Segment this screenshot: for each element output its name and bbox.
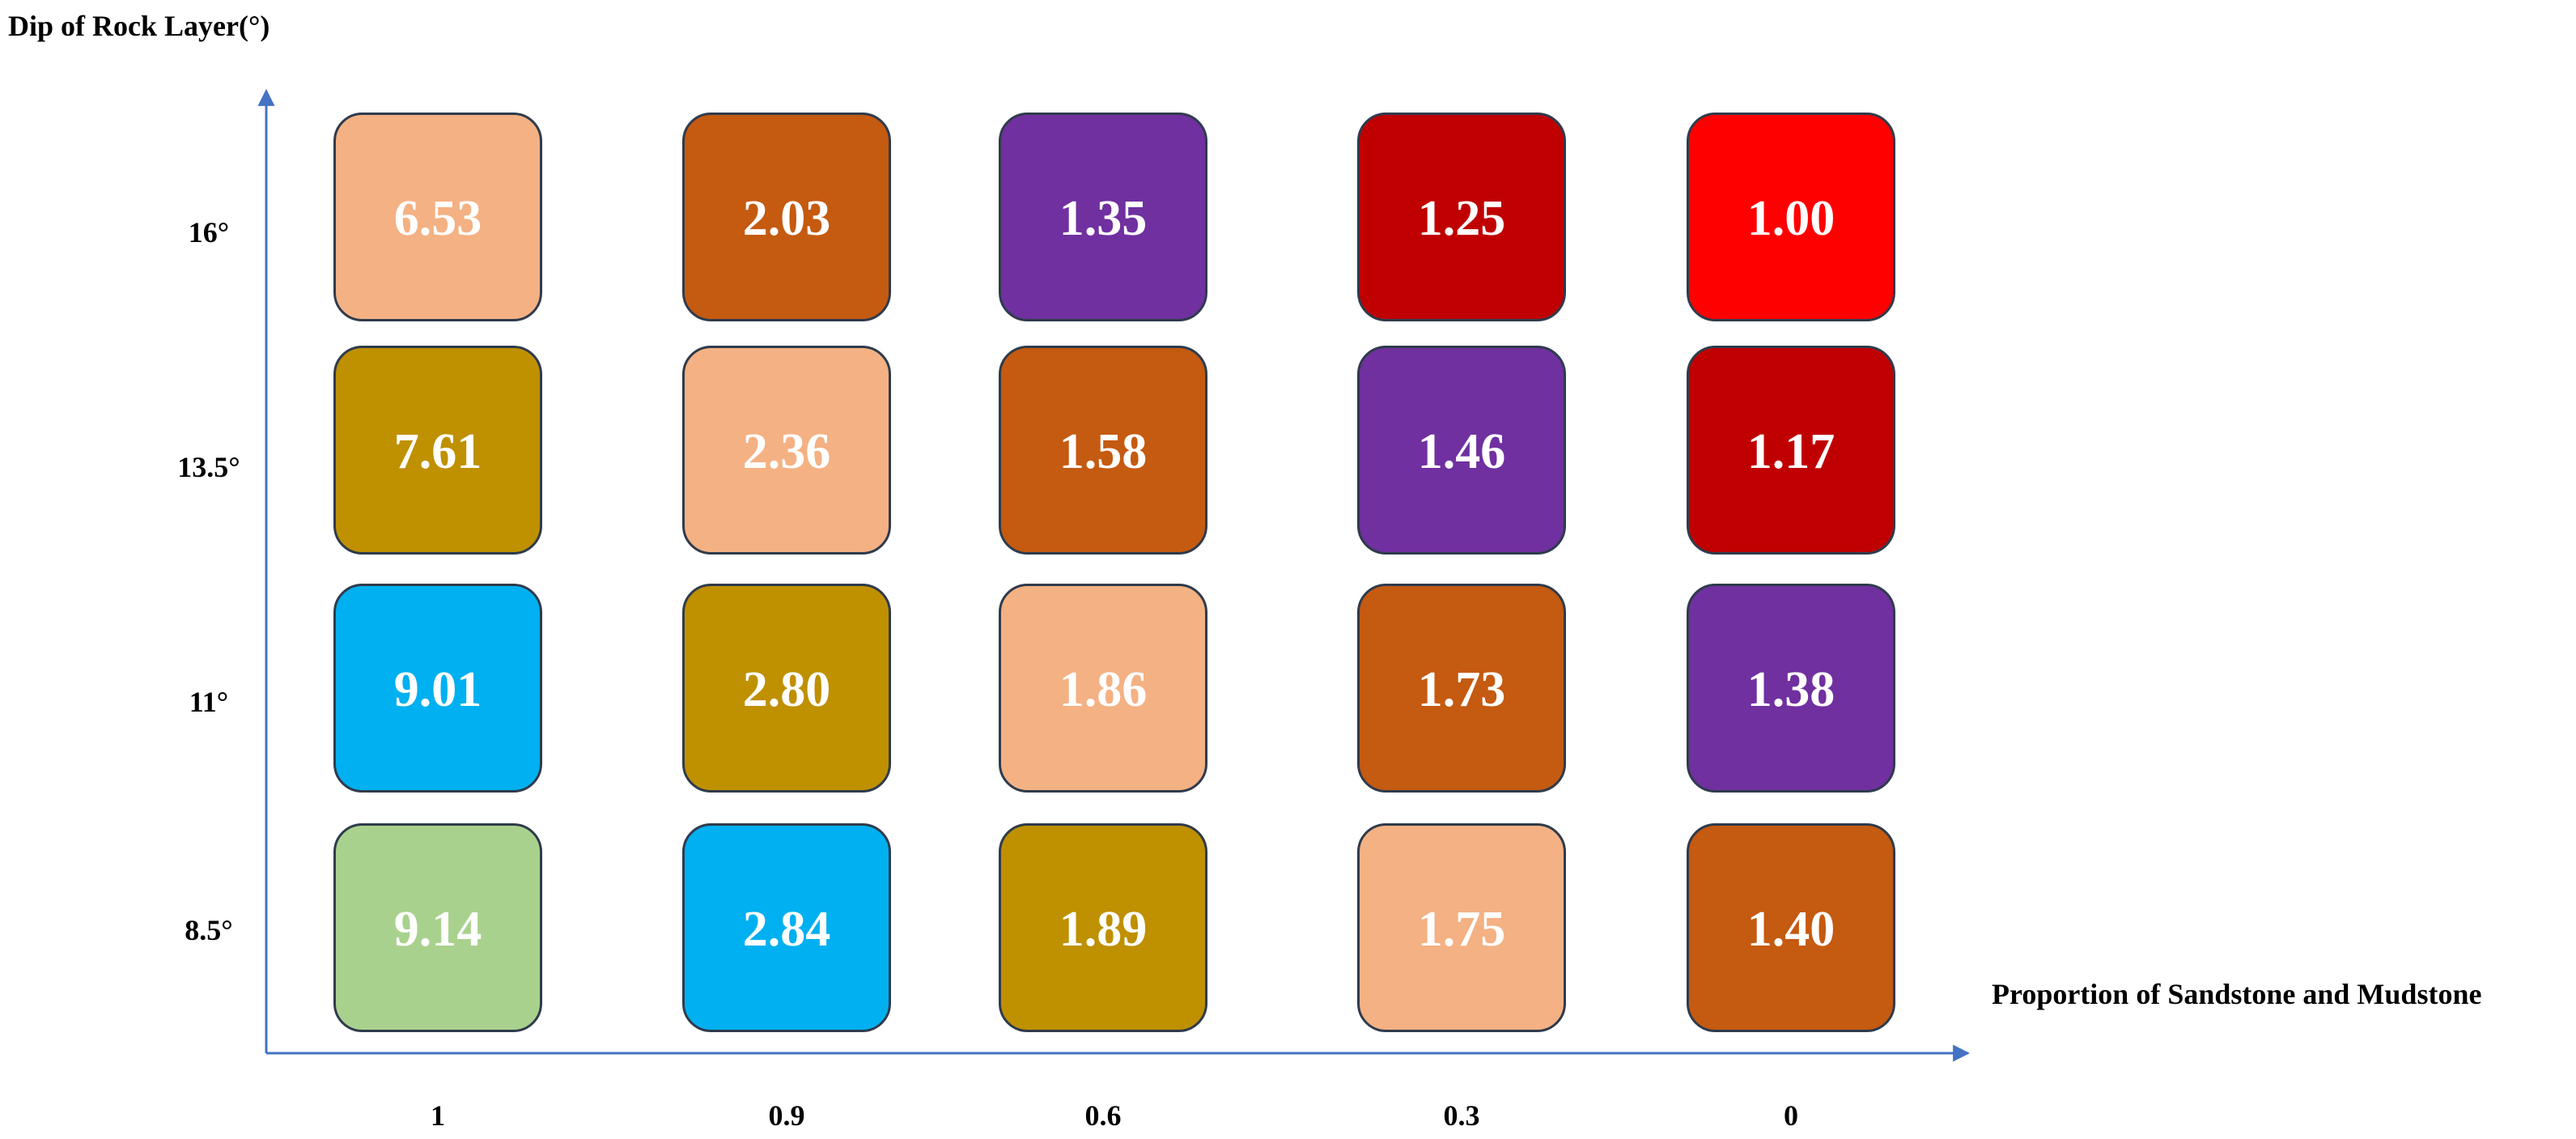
- heatmap-cell: 1.35: [999, 113, 1207, 321]
- cell-box: [999, 113, 1207, 321]
- heatmap-cell: 6.53: [333, 113, 542, 321]
- cell-value-label: 1.46: [1418, 424, 1506, 479]
- heatmap-cell: 2.80: [682, 584, 891, 793]
- cell-box: [999, 346, 1207, 555]
- heatmap-cell: 2.36: [682, 346, 891, 555]
- cell-box: [1687, 113, 1895, 321]
- cell-box: [333, 584, 542, 793]
- x-tick-label: 0.6: [1085, 1099, 1122, 1132]
- cell-value-label: 1.75: [1418, 902, 1506, 957]
- cell-box: [1687, 823, 1895, 1032]
- heatmap-cell: 1.86: [999, 584, 1207, 793]
- heatmap-cell: 1.17: [1687, 346, 1895, 555]
- cell-box: [333, 823, 542, 1032]
- cell-value-label: 2.80: [743, 662, 831, 717]
- heatmap-cell: 1.58: [999, 346, 1207, 555]
- cell-box: [1357, 823, 1566, 1032]
- cell-box: [682, 584, 891, 793]
- y-tick-label: 11°: [189, 686, 228, 718]
- cell-value-label: 2.03: [743, 191, 831, 246]
- heatmap-cell: 1.00: [1687, 113, 1895, 321]
- cell-box: [1357, 584, 1566, 793]
- cell-value-label: 1.58: [1059, 424, 1148, 479]
- y-tick-label: 13.5°: [177, 451, 240, 483]
- cell-value-label: 1.25: [1418, 191, 1506, 246]
- heatmap-cell: 2.03: [682, 113, 891, 321]
- cell-value-label: 6.53: [394, 191, 482, 246]
- cell-value-label: 1.86: [1059, 662, 1148, 717]
- heatmap-cell: 9.01: [333, 584, 542, 793]
- heatmap-cell: 1.73: [1357, 584, 1566, 793]
- heatmap-cell: 9.14: [333, 823, 542, 1032]
- x-tick-label: 0.9: [769, 1099, 805, 1132]
- y-tick-label: 8.5°: [185, 914, 232, 946]
- cell-box: [999, 584, 1207, 793]
- heatmap-cell: 2.84: [682, 823, 891, 1032]
- cell-value-label: 9.14: [394, 902, 482, 957]
- x-tick-label: 0: [1784, 1099, 1798, 1132]
- heatmap-cell: 1.75: [1357, 823, 1566, 1032]
- cell-box: [1357, 113, 1566, 321]
- heatmap-cell: 1.25: [1357, 113, 1566, 321]
- heatmap-cells: 6.53 2.03 1.35 1.25 1.00 7.61 2.36 1.58 1.46 1.17…: [333, 113, 1895, 1032]
- x-axis-title: Proportion of Sandstone and Mudstone: [1992, 978, 2481, 1010]
- x-tick-label: 0.3: [1444, 1099, 1480, 1132]
- cell-value-label: 9.01: [394, 662, 482, 717]
- cell-value-label: 1.38: [1747, 662, 1835, 717]
- cell-box: [682, 346, 891, 555]
- heatmap-cell: 1.40: [1687, 823, 1895, 1032]
- cell-box: [682, 823, 891, 1032]
- cell-box: [682, 113, 891, 321]
- cell-box: [1687, 584, 1895, 793]
- cell-value-label: 1.40: [1747, 902, 1835, 957]
- cell-value-label: 2.36: [743, 424, 831, 479]
- cell-box: [333, 113, 542, 321]
- heatmap-cell: 1.89: [999, 823, 1207, 1032]
- cell-value-label: 1.73: [1418, 662, 1506, 717]
- cell-value-label: 7.61: [394, 424, 482, 479]
- heatmap-cell: 1.46: [1357, 346, 1566, 555]
- cell-value-label: 1.35: [1059, 191, 1148, 246]
- cell-box: [333, 346, 542, 555]
- cell-box: [1687, 346, 1895, 555]
- cell-value-label: 1.89: [1059, 902, 1148, 957]
- x-tick-label: 1: [431, 1099, 445, 1132]
- cell-value-label: 1.17: [1747, 424, 1835, 479]
- cell-value-label: 1.00: [1747, 191, 1835, 246]
- y-axis-title: Dip of Rock Layer(°): [8, 10, 269, 42]
- cell-box: [1357, 346, 1566, 555]
- heatmap-cell: 1.38: [1687, 584, 1895, 793]
- cell-value-label: 2.84: [743, 902, 831, 957]
- heatmap-cell: 7.61: [333, 346, 542, 555]
- cell-box: [999, 823, 1207, 1032]
- y-tick-label: 16°: [189, 216, 229, 249]
- tick-labels: 1 0.9 0.6 0.3 0 16° 13.5° 11° 8.5°: [177, 216, 1798, 1132]
